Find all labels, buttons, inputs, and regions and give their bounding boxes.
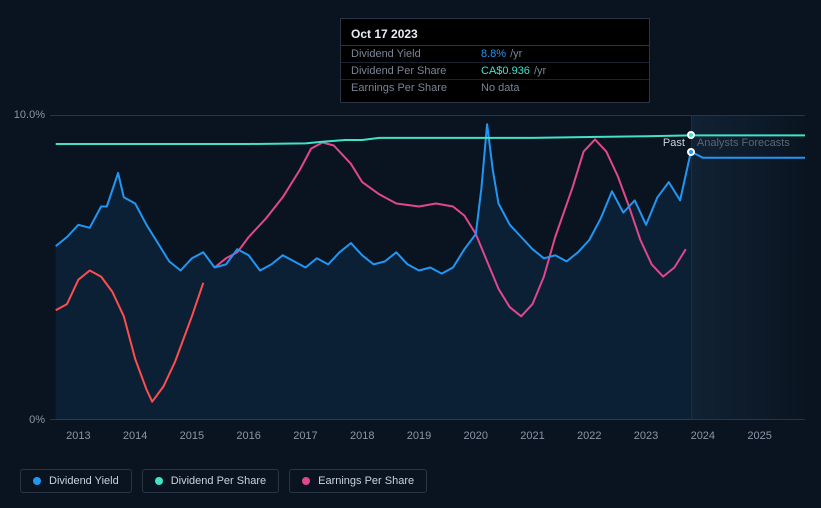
legend-dot [33, 477, 41, 485]
legend-label: Dividend Per Share [171, 475, 266, 487]
x-tick-label: 2022 [577, 430, 601, 442]
legend: Dividend Yield Dividend Per Share Earnin… [20, 469, 427, 493]
x-tick-label: 2023 [634, 430, 658, 442]
x-tick-label: 2024 [691, 430, 715, 442]
legend-item-dividend-per-share[interactable]: Dividend Per Share [142, 469, 279, 493]
tooltip-row: Earnings Per ShareNo data [341, 80, 649, 96]
legend-label: Dividend Yield [49, 475, 119, 487]
x-tick-label: 2020 [464, 430, 488, 442]
tooltip-unit: /yr [534, 65, 546, 77]
tooltip-value: CA$0.936/yr [481, 65, 546, 77]
legend-dot [302, 477, 310, 485]
y-axis-label-bottom: 0% [29, 414, 45, 426]
x-tick-label: 2016 [236, 430, 260, 442]
x-tick-label: 2025 [747, 430, 771, 442]
past-label: Past [663, 137, 685, 149]
x-tick-label: 2015 [180, 430, 204, 442]
tooltip-row: Dividend Per ShareCA$0.936/yr [341, 63, 649, 80]
x-axis-ticks: 2013 2014 2015 2016 2017 2018 2019 2020 2021 2022… [50, 430, 805, 450]
tooltip-row: Dividend Yield8.8%/yr [341, 46, 649, 63]
x-tick-label: 2017 [293, 430, 317, 442]
x-tick-label: 2019 [407, 430, 431, 442]
tooltip-date: Oct 17 2023 [341, 25, 649, 46]
legend-dot [155, 477, 163, 485]
y-axis-label-top: 10.0% [14, 109, 45, 121]
tooltip-key: Earnings Per Share [351, 82, 481, 94]
legend-item-dividend-yield[interactable]: Dividend Yield [20, 469, 132, 493]
tooltip-value: 8.8%/yr [481, 48, 522, 60]
x-tick-label: 2013 [66, 430, 90, 442]
chart-tooltip: Oct 17 2023 Dividend Yield8.8%/yrDividen… [340, 18, 650, 103]
tooltip-unit: /yr [510, 48, 522, 60]
x-tick-label: 2014 [123, 430, 147, 442]
tooltip-key: Dividend Yield [351, 48, 481, 60]
plot-area[interactable]: Past Analysts Forecasts [50, 115, 805, 420]
chart-lines [50, 115, 805, 420]
x-tick-label: 2021 [520, 430, 544, 442]
cutoff-marker [687, 131, 695, 139]
legend-item-earnings-per-share[interactable]: Earnings Per Share [289, 469, 427, 493]
legend-label: Earnings Per Share [318, 475, 414, 487]
tooltip-key: Dividend Per Share [351, 65, 481, 77]
x-tick-label: 2018 [350, 430, 374, 442]
forecast-label: Analysts Forecasts [697, 137, 790, 149]
tooltip-value: No data [481, 82, 520, 94]
cutoff-marker [687, 148, 695, 156]
